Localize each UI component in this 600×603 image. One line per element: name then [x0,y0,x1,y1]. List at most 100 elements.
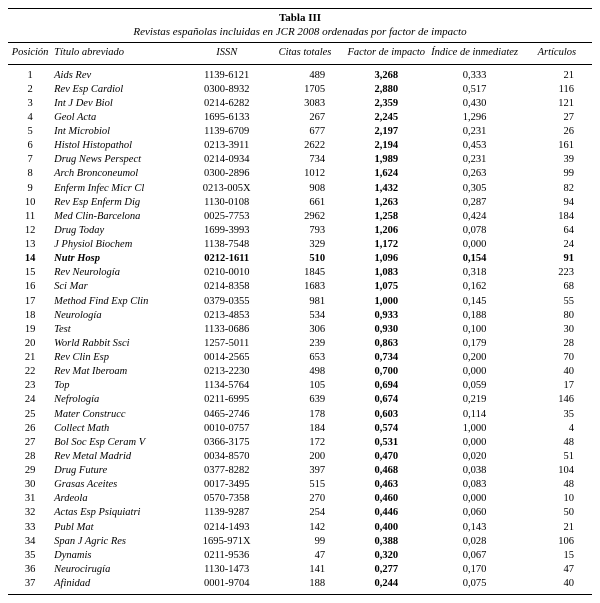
cell-posicion: 6 [8,139,52,153]
cell-issn: 0213-005X [189,181,265,195]
cell-titulo: Int Microbiol [52,125,188,139]
cell-ii: 0,453 [427,139,521,153]
cell-issn: 0379-0355 [189,294,265,308]
cell-ii: 0,179 [427,336,521,350]
cell-ii: 0,170 [427,562,521,576]
table-row: 4Geol Acta1695-61332672,2451,29627 [8,110,592,124]
cell-issn: 1139-6709 [189,125,265,139]
cell-posicion: 11 [8,209,52,223]
cell-ii: 0,143 [427,520,521,534]
cell-citas: 105 [265,379,345,393]
cell-posicion: 21 [8,351,52,365]
cell-fi: 1,432 [345,181,427,195]
cell-issn: 1133-0686 [189,322,265,336]
table-row: 21Rev Clin Esp0014-25656530,7340,20070 [8,351,592,365]
cell-issn: 0034-8570 [189,449,265,463]
cell-posicion: 10 [8,195,52,209]
cell-issn: 1695-6133 [189,110,265,124]
cell-posicion: 13 [8,238,52,252]
cell-articulos: 80 [522,308,592,322]
cell-fi: 0,700 [345,365,427,379]
cell-posicion: 36 [8,562,52,576]
cell-fi: 0,400 [345,520,427,534]
cell-ii: 0,231 [427,125,521,139]
cell-ii: 0,000 [427,435,521,449]
cell-ii: 0,287 [427,195,521,209]
cell-posicion: 16 [8,280,52,294]
cell-articulos: 26 [522,125,592,139]
cell-ii: 0,430 [427,96,521,110]
table-row: 20World Rabbit Ssci1257-50112390,8630,17… [8,336,592,350]
cell-fi: 1,075 [345,280,427,294]
table-row: 12Drug Today1699-39937931,2060,07864 [8,223,592,237]
table-row: 26Collect Math0010-07571840,5741,0004 [8,421,592,435]
cell-citas: 172 [265,435,345,449]
cell-ii: 0,078 [427,223,521,237]
cell-posicion: 32 [8,506,52,520]
cell-fi: 1,083 [345,266,427,280]
cell-citas: 653 [265,351,345,365]
cell-issn: 1695-971X [189,534,265,548]
cell-citas: 639 [265,393,345,407]
cell-fi: 0,674 [345,393,427,407]
table-row: 10Rev Esp Enferm Dig1130-01086611,2630,2… [8,195,592,209]
cell-articulos: 121 [522,96,592,110]
cell-issn: 1139-6121 [189,64,265,82]
cell-posicion: 7 [8,153,52,167]
table-row: 34Span J Agric Res1695-971X990,3880,0281… [8,534,592,548]
cell-issn: 0214-6282 [189,96,265,110]
cell-ii: 0,067 [427,548,521,562]
cell-citas: 141 [265,562,345,576]
table-row: 2Rev Esp Cardiol0300-893217052,8800,5171… [8,82,592,96]
cell-citas: 2622 [265,139,345,153]
cell-titulo: Arch Bronconeumol [52,167,188,181]
cell-ii: 0,000 [427,365,521,379]
cell-ii: 0,188 [427,308,521,322]
cell-titulo: Span J Agric Res [52,534,188,548]
table-row: 3Int J Dev Biol0214-628230832,3590,43012… [8,96,592,110]
table-row: 17Method Find Exp Clin0379-03559811,0000… [8,294,592,308]
cell-fi: 0,531 [345,435,427,449]
cell-articulos: 116 [522,82,592,96]
cell-ii: 0,083 [427,478,521,492]
cell-ii: 0,231 [427,153,521,167]
table-row: 27Bol Soc Esp Ceram V0366-31751720,5310,… [8,435,592,449]
cell-issn: 0366-3175 [189,435,265,449]
cell-ii: 0,000 [427,238,521,252]
cell-issn: 0214-1493 [189,520,265,534]
cell-articulos: 40 [522,577,592,595]
cell-articulos: 70 [522,351,592,365]
cell-ii: 0,100 [427,322,521,336]
table-row: 31Ardeola0570-73582700,4600,00010 [8,492,592,506]
cell-issn: 1257-5011 [189,336,265,350]
cell-posicion: 17 [8,294,52,308]
cell-titulo: Enferm Infec Micr Cl [52,181,188,195]
cell-posicion: 31 [8,492,52,506]
cell-fi: 1,096 [345,252,427,266]
cell-titulo: J Physiol Biochem [52,238,188,252]
cell-fi: 1,989 [345,153,427,167]
cell-citas: 1683 [265,280,345,294]
cell-titulo: Dynamis [52,548,188,562]
cell-posicion: 25 [8,407,52,421]
cell-citas: 498 [265,365,345,379]
cell-citas: 47 [265,548,345,562]
table-row: 22Rev Mat Iberoam0213-22304980,7000,0004… [8,365,592,379]
cell-articulos: 82 [522,181,592,195]
cell-ii: 0,060 [427,506,521,520]
cell-fi: 0,470 [345,449,427,463]
cell-fi: 1,624 [345,167,427,181]
table-row: 8Arch Bronconeumol0300-289610121,6240,26… [8,167,592,181]
table-row: 15Rev Neurología0210-001018451,0830,3182… [8,266,592,280]
cell-ii: 0,517 [427,82,521,96]
cell-fi: 0,388 [345,534,427,548]
cell-ii: 0,333 [427,64,521,82]
cell-titulo: Collect Math [52,421,188,435]
cell-fi: 0,320 [345,548,427,562]
cell-citas: 2962 [265,209,345,223]
table-row: 36Neurocirugía1130-14731410,2770,17047 [8,562,592,576]
cell-titulo: Int J Dev Biol [52,96,188,110]
cell-ii: 0,059 [427,379,521,393]
table-title: Tabla III [8,12,592,26]
table-row: 25Mater Construcc0465-27461780,6030,1143… [8,407,592,421]
